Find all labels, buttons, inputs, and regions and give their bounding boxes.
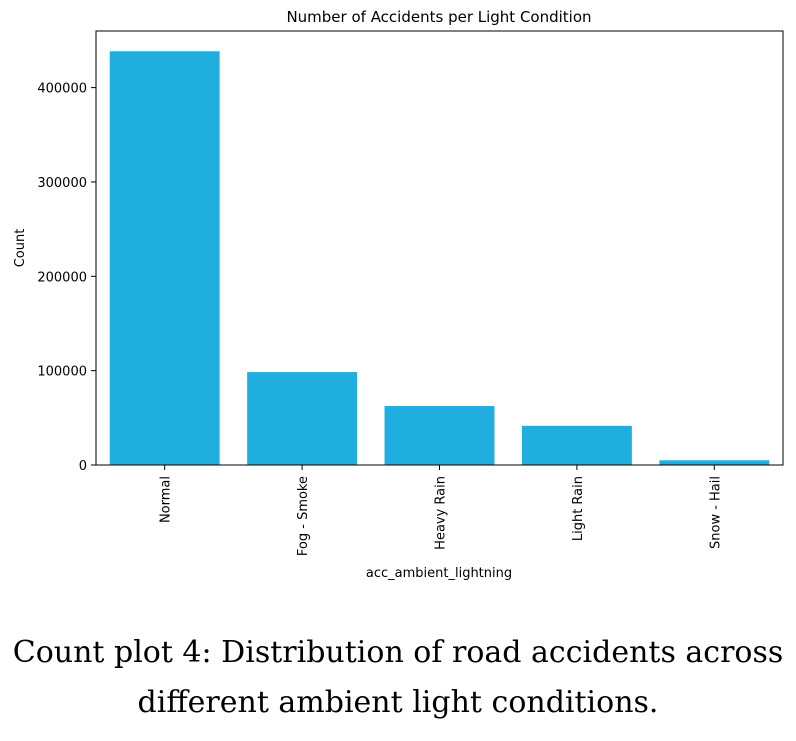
y-tick-label: 100000 bbox=[37, 365, 87, 380]
y-tick-label: 400000 bbox=[37, 82, 87, 97]
y-tick-label: 300000 bbox=[37, 176, 87, 191]
y-axis: 0 100000 200000 300000 400000 bbox=[37, 82, 96, 474]
bars-layer bbox=[109, 51, 770, 465]
caption-line-2: different ambient light conditions. bbox=[137, 685, 659, 720]
x-axis-label: acc_ambient_lightning bbox=[366, 566, 512, 581]
x-tick-label: Snow - Hail bbox=[708, 476, 723, 549]
x-tick-label: Fog - Smoke bbox=[296, 476, 311, 556]
x-axis: Normal Fog - Smoke Heavy Rain Light Rain Sno… bbox=[159, 465, 723, 556]
figure-caption: Count plot 4: Distribution of road accid… bbox=[0, 628, 796, 728]
y-tick-label: 0 bbox=[79, 459, 87, 474]
plot-frame bbox=[95, 30, 784, 466]
x-tick-label: Normal bbox=[159, 476, 174, 523]
y-tick-label: 200000 bbox=[37, 270, 87, 285]
bar-heavy-rain bbox=[384, 406, 495, 465]
bar-snow-hail bbox=[659, 460, 770, 465]
y-axis-label: Count bbox=[13, 229, 28, 268]
x-tick-label: Heavy Rain bbox=[434, 476, 449, 550]
bar-normal bbox=[109, 51, 220, 465]
bar-fog-smoke bbox=[247, 372, 358, 465]
bar-chart: Number of Accidents per Light Condition … bbox=[13, 8, 784, 581]
x-tick-label: Light Rain bbox=[571, 476, 586, 541]
caption-line-1: Count plot 4: Distribution of road accid… bbox=[12, 635, 784, 670]
bar-light-rain bbox=[521, 425, 632, 465]
chart-title: Number of Accidents per Light Condition bbox=[286, 8, 591, 26]
